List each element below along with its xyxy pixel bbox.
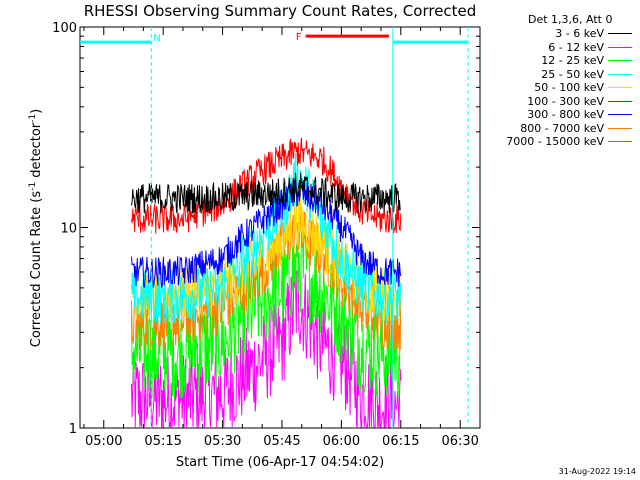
- x-tick-label: 05:30: [204, 434, 241, 449]
- y-axis-label-sup2: -1: [28, 114, 38, 123]
- series-line: [131, 179, 402, 288]
- legend-swatch: [608, 46, 632, 48]
- y-axis-label-prefix: Corrected Count Rate (s: [29, 191, 44, 348]
- legend-label: 100 - 300 keV: [527, 94, 604, 108]
- legend-label: 12 - 25 keV: [541, 54, 604, 67]
- x-tick-label: 06:15: [382, 434, 419, 449]
- y-axis-label-sup1: -1: [28, 182, 38, 191]
- legend-item: 12 - 25 keV: [480, 54, 634, 67]
- x-tick-label: 05:45: [263, 434, 300, 449]
- legend-item: 7000 - 15000 keV: [480, 135, 634, 148]
- legend-label: 25 - 50 keV: [541, 67, 604, 81]
- legend-title: Det 1,3,6, Att 0: [528, 13, 613, 26]
- y-axis-label-suffix: ): [29, 109, 44, 114]
- x-tick-label: 05:00: [85, 434, 122, 449]
- legend-swatch: [608, 141, 632, 142]
- series-line: [131, 222, 402, 400]
- legend-label: 7000 - 15000 keV: [506, 135, 604, 148]
- legend-label: 3 - 6 keV: [555, 27, 604, 40]
- legend-swatch: [608, 114, 632, 115]
- legend-item: 300 - 800 keV: [480, 108, 634, 121]
- legend-label: 300 - 800 keV: [527, 108, 604, 121]
- footer-timestamp: 31-Aug-2022 19:14: [559, 467, 636, 476]
- flare-label: F: [296, 32, 302, 43]
- legend-label: 6 - 12 keV: [548, 40, 604, 54]
- legend-label: 800 - 7000 keV: [520, 121, 604, 135]
- y-axis-label: Corrected Count Rate (s-1 detector-1): [28, 109, 44, 347]
- y-axis-label-mid: detector: [29, 122, 44, 182]
- legend-swatch: [608, 60, 632, 61]
- x-tick-label: 06:30: [441, 434, 478, 449]
- y-tick-label: 10: [60, 222, 77, 237]
- legend-label: 50 - 100 keV: [534, 81, 604, 94]
- chart-title: RHESSI Observing Summary Count Rates, Co…: [84, 2, 477, 20]
- series-line: [131, 153, 402, 325]
- legend-swatch: [608, 87, 632, 88]
- x-axis-label: Start Time (06-Apr-17 04:54:02): [176, 455, 384, 470]
- legend-item: 800 - 7000 keV: [480, 122, 634, 135]
- legend-item: 50 - 100 keV: [480, 81, 634, 94]
- series-line: [131, 172, 401, 214]
- legend-swatch: [608, 127, 632, 129]
- night-label: N: [153, 33, 160, 44]
- y-tick-label: 1: [69, 422, 77, 437]
- legend-item: 25 - 50 keV: [480, 68, 634, 81]
- legend-swatch: [608, 73, 632, 75]
- legend-item: 6 - 12 keV: [480, 41, 634, 54]
- x-tick-label: 05:15: [144, 434, 181, 449]
- legend-item: 100 - 300 keV: [480, 95, 634, 108]
- legend-swatch: [608, 100, 632, 102]
- legend-item: 3 - 6 keV: [480, 27, 634, 40]
- plot-area: 1 10 100 05:00 05:15 05:30 05:45 06:00 06:15 06:3…: [52, 21, 481, 449]
- legend-swatch: [608, 33, 632, 34]
- y-tick-label: 100: [52, 21, 77, 36]
- series-line: [131, 208, 402, 351]
- x-tick-label: 06:00: [323, 434, 360, 449]
